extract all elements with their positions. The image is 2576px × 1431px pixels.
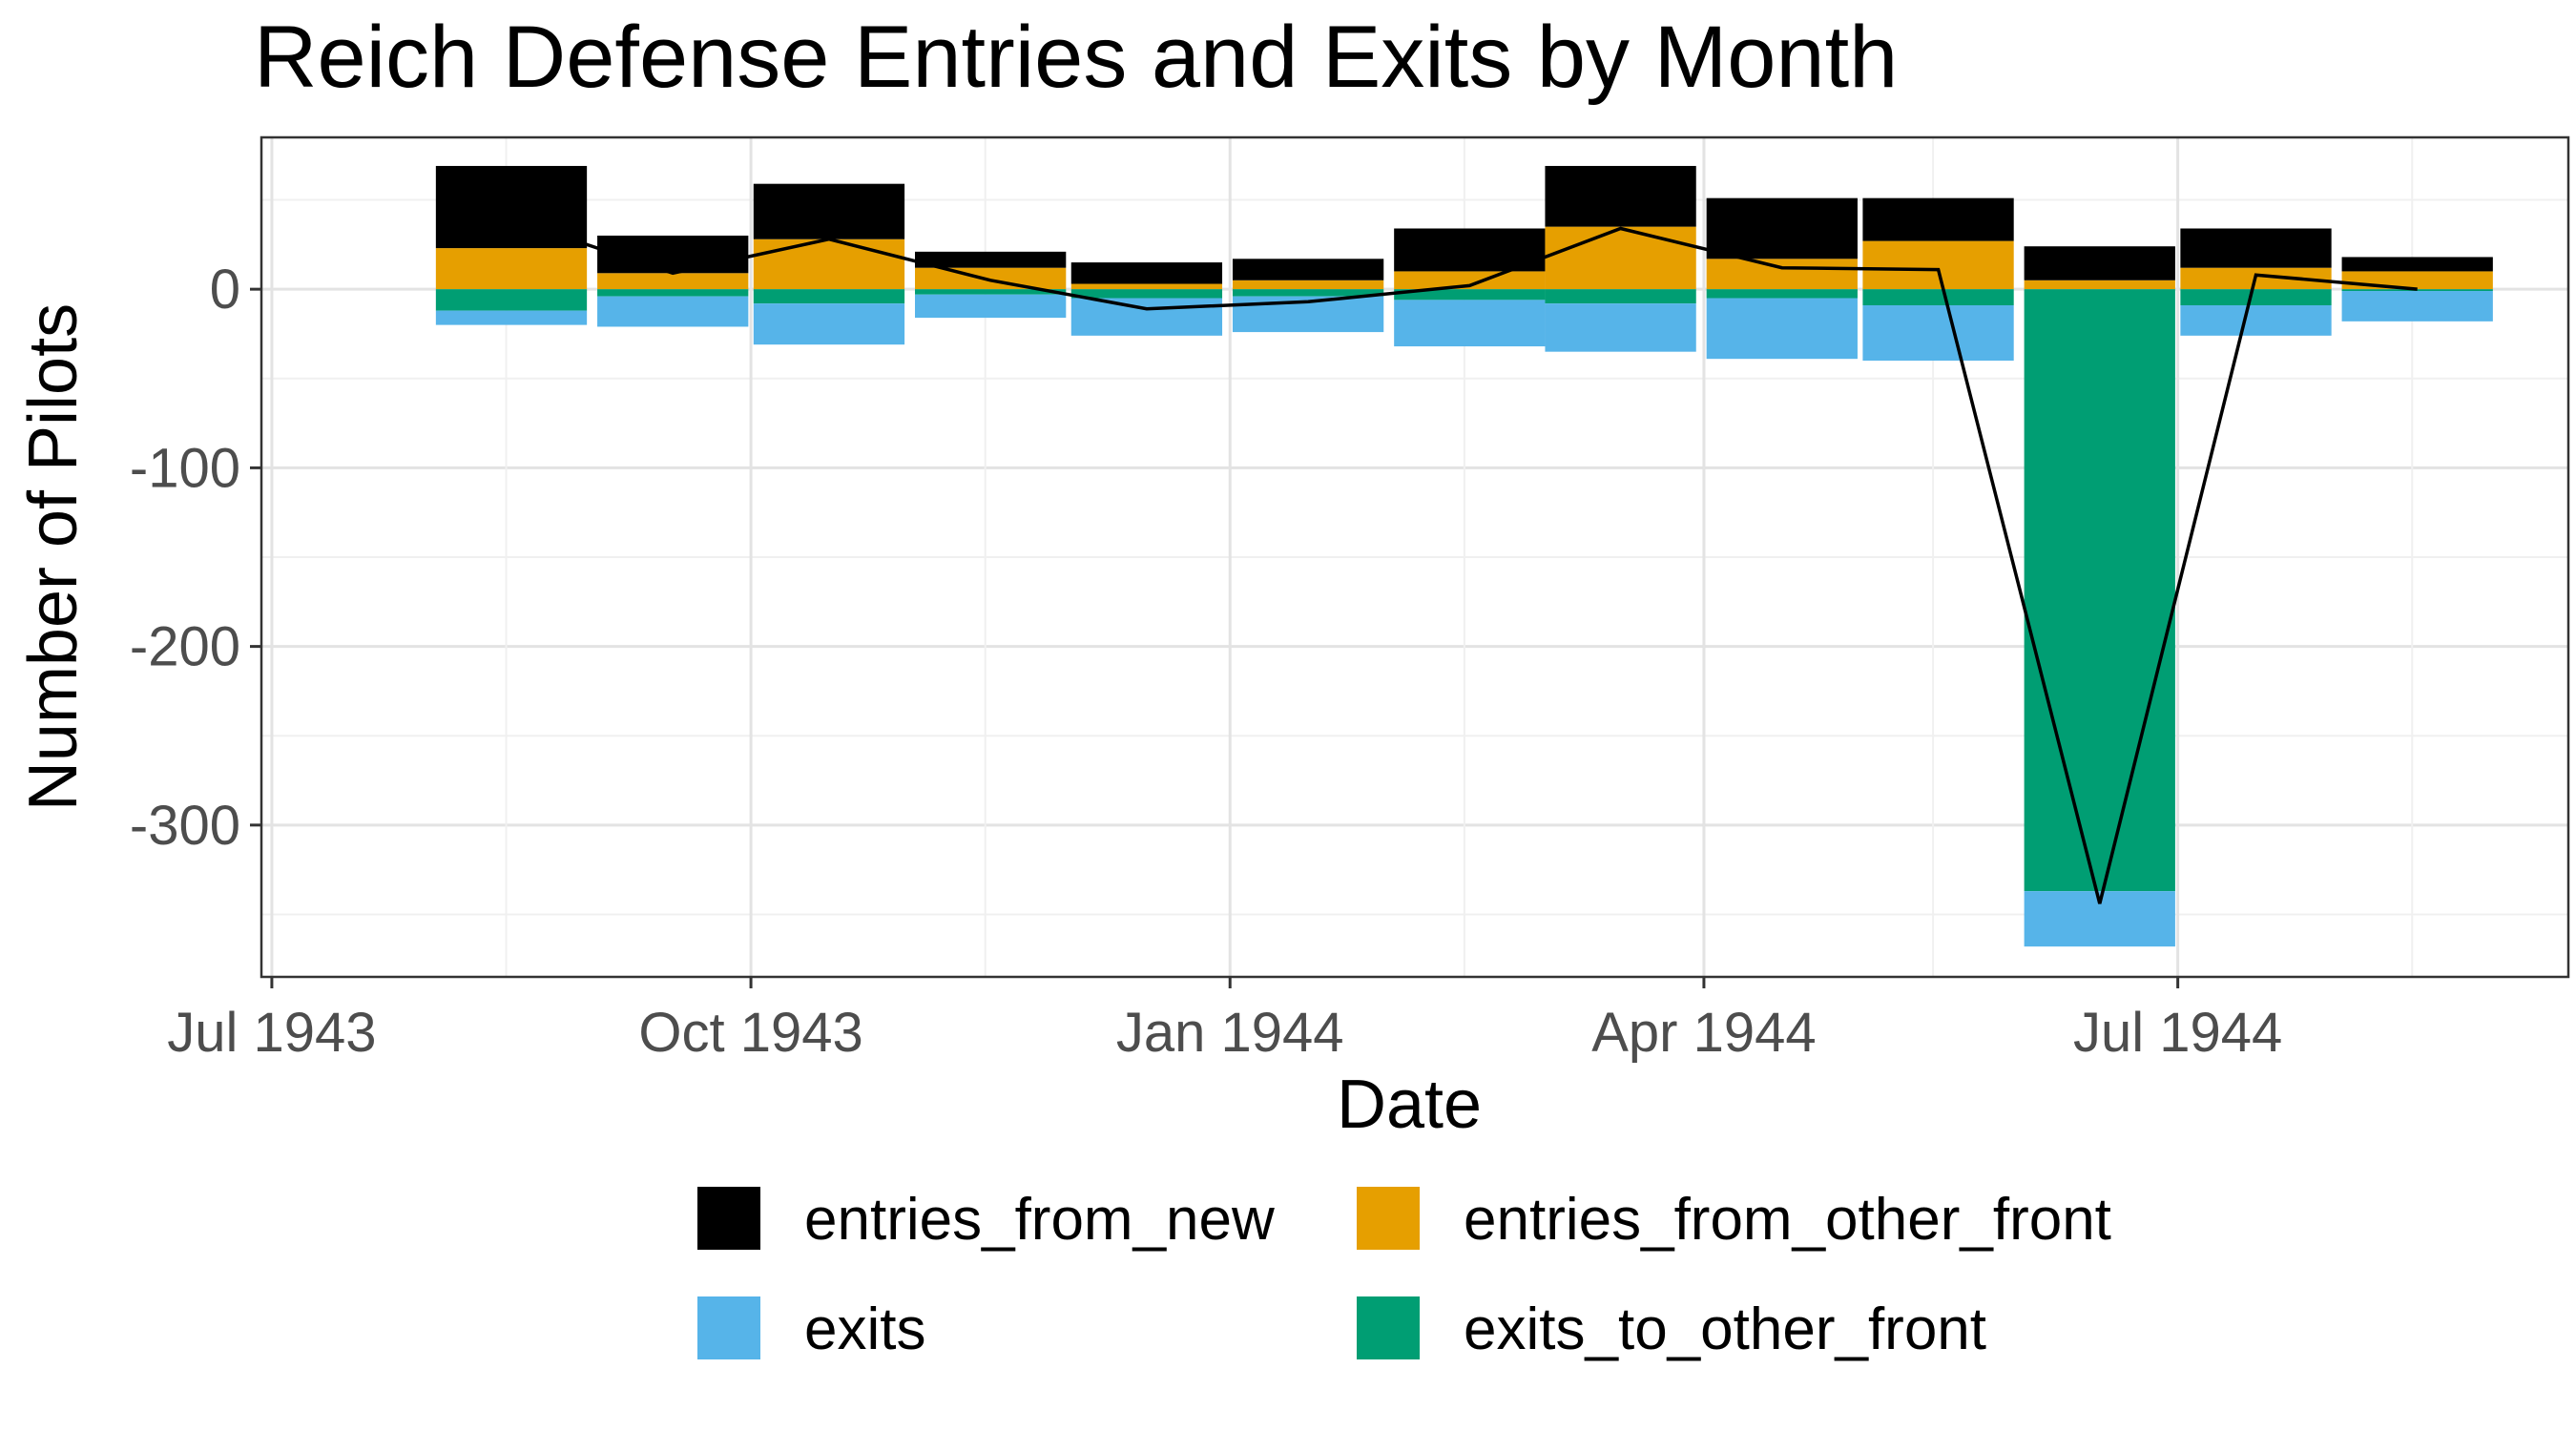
- bar-exits: [1394, 300, 1546, 347]
- bar-entries_from_new: [1862, 197, 2014, 241]
- bar-entries_from_new: [2341, 257, 2493, 272]
- bar-exits_to_other_front: [1394, 289, 1546, 301]
- bars: [435, 165, 2493, 947]
- x-tick-label: Jul 1944: [2073, 1002, 2282, 1064]
- bar-entries_from_other_front: [597, 273, 749, 290]
- y-tick-label: -100: [130, 437, 240, 499]
- bar-exits_to_other_front: [1545, 289, 1696, 304]
- y-axis-title: Number of Pilots: [15, 303, 92, 811]
- bar-exits_to_other_front: [2180, 289, 2332, 305]
- legend-label-entries_from_other_front: entries_from_other_front: [1464, 1187, 2111, 1253]
- net-line-layer: [510, 218, 2418, 904]
- bar-exits_to_other_front: [915, 289, 1067, 295]
- y-axis: 0 -100 -200 -300: [130, 259, 261, 857]
- bar-exits_to_other_front: [1862, 289, 2014, 305]
- y-tick-label: -200: [130, 616, 240, 678]
- bar-entries_from_other_front: [1862, 240, 2014, 290]
- x-axis: Jul 1943 Oct 1943 Jan 1944 Apr 1944 Jul 1944: [167, 977, 2282, 1064]
- bar-entries_from_new: [1232, 259, 1384, 280]
- legend-label-entries_from_new: entries_from_new: [804, 1187, 1275, 1253]
- bar-exits_to_other_front: [1706, 289, 1858, 299]
- bar-exits: [597, 296, 749, 327]
- bar-exits_to_other_front: [1232, 289, 1384, 297]
- bar-exits: [1545, 303, 1696, 352]
- panel-border: [260, 135, 2570, 979]
- bar-exits: [1070, 298, 1223, 336]
- bar-exits: [435, 310, 588, 325]
- bar-exits: [2341, 291, 2493, 321]
- bar-exits: [2180, 305, 2332, 336]
- bar-exits_to_other_front: [753, 289, 905, 304]
- legend-label-exits_to_other_front: exits_to_other_front: [1464, 1296, 1986, 1362]
- bar-exits: [753, 303, 905, 345]
- x-tick-label: Jul 1943: [167, 1002, 376, 1064]
- bar-entries_from_new: [1545, 165, 1696, 227]
- bar-entries_from_other_front: [2024, 280, 2175, 290]
- bar-entries_from_new: [753, 183, 905, 239]
- bar-entries_from_other_front: [435, 248, 588, 290]
- bar-exits: [1862, 305, 2014, 362]
- x-tick-label: Jan 1944: [1116, 1002, 1344, 1064]
- bar-exits_to_other_front: [2024, 289, 2175, 892]
- bar-exits_to_other_front: [597, 289, 749, 297]
- bar-exits: [1706, 298, 1858, 360]
- bar-entries_from_other_front: [1232, 280, 1384, 290]
- x-axis-title: Date: [1337, 1067, 1482, 1143]
- y-tick-label: 0: [210, 259, 240, 321]
- bar-entries_from_new: [435, 165, 588, 249]
- bar-entries_from_other_front: [2341, 271, 2493, 290]
- bar-entries_from_new: [2180, 228, 2332, 268]
- legend-key-entries_from_other_front: [1357, 1187, 1420, 1250]
- bar-entries_from_other_front: [1545, 226, 1696, 290]
- bar-entries_from_new: [1070, 262, 1223, 284]
- x-tick-label: Apr 1944: [1591, 1002, 1816, 1064]
- chart-title: Reich Defense Entries and Exits by Month: [254, 9, 1899, 106]
- grid-lines: [261, 137, 2568, 977]
- bar-entries_from_new: [597, 235, 749, 274]
- bar-entries_from_new: [1706, 197, 1858, 259]
- y-tick-label: -300: [130, 795, 240, 857]
- bar-entries_from_other_front: [1070, 283, 1223, 290]
- bar-exits_to_other_front: [2341, 289, 2493, 292]
- bar-entries_from_new: [915, 251, 1067, 268]
- bar-entries_from_new: [1394, 228, 1546, 272]
- bar-entries_from_other_front: [915, 267, 1067, 290]
- legend-key-exits: [697, 1296, 760, 1359]
- net-line: [510, 218, 2418, 904]
- legend-key-entries_from_new: [697, 1187, 760, 1250]
- bar-exits: [915, 294, 1067, 319]
- legend-label-exits: exits: [804, 1296, 925, 1362]
- x-tick-label: Oct 1943: [638, 1002, 862, 1064]
- bar-exits_to_other_front: [1070, 289, 1223, 299]
- legend-key-exits_to_other_front: [1357, 1296, 1420, 1359]
- legend: entries_from_new entries_from_other_front…: [697, 1187, 2111, 1362]
- bar-entries_from_other_front: [1394, 271, 1546, 290]
- bar-entries_from_other_front: [753, 238, 905, 290]
- bar-entries_from_new: [2024, 246, 2175, 280]
- bar-exits_to_other_front: [435, 289, 588, 311]
- bar-entries_from_other_front: [1706, 259, 1858, 290]
